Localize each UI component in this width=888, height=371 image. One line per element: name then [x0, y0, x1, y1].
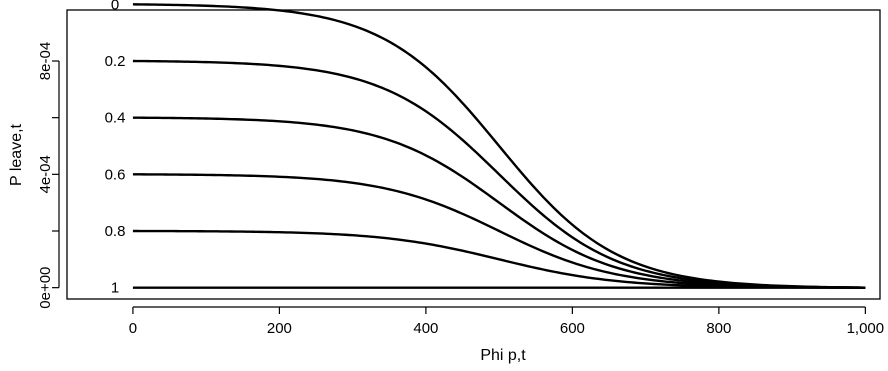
curve-label: 1 — [111, 280, 119, 297]
x-tick-label: 400 — [413, 320, 438, 337]
x-tick-label: 0 — [129, 320, 137, 337]
series-group — [132, 3, 866, 289]
series-line-0-2 — [132, 59, 866, 289]
curve-label: 0 — [111, 0, 119, 13]
series-line-0-4 — [132, 116, 866, 289]
curve-label: 0.4 — [105, 110, 126, 127]
x-tick-label: 200 — [267, 320, 292, 337]
curve-label: 0.2 — [105, 53, 126, 70]
y-tick-label: 8e-04 — [37, 42, 54, 80]
y-axis: 0e+00 4e-04 8e-04 — [37, 42, 60, 309]
x-axis: 0 200 400 600 800 1,000 — [129, 306, 885, 337]
series-line-0 — [132, 3, 866, 289]
plot-frame — [66, 9, 881, 300]
x-tick-label: 800 — [706, 320, 731, 337]
curve-label: 0.6 — [105, 166, 126, 183]
y-tick-label: 4e-04 — [37, 155, 54, 193]
x-axis-title: Phi p,t — [480, 347, 526, 364]
y-axis-title: P leave,t — [8, 123, 25, 186]
series-line-0-8 — [132, 229, 866, 289]
curve-label: 0.8 — [105, 223, 126, 240]
y-tick-label: 0e+00 — [37, 267, 54, 309]
x-tick-label: 600 — [560, 320, 585, 337]
curve-labels: 0 0.2 0.4 0.6 0.8 1 — [105, 0, 126, 297]
x-tick-label: 1,000 — [847, 320, 885, 337]
